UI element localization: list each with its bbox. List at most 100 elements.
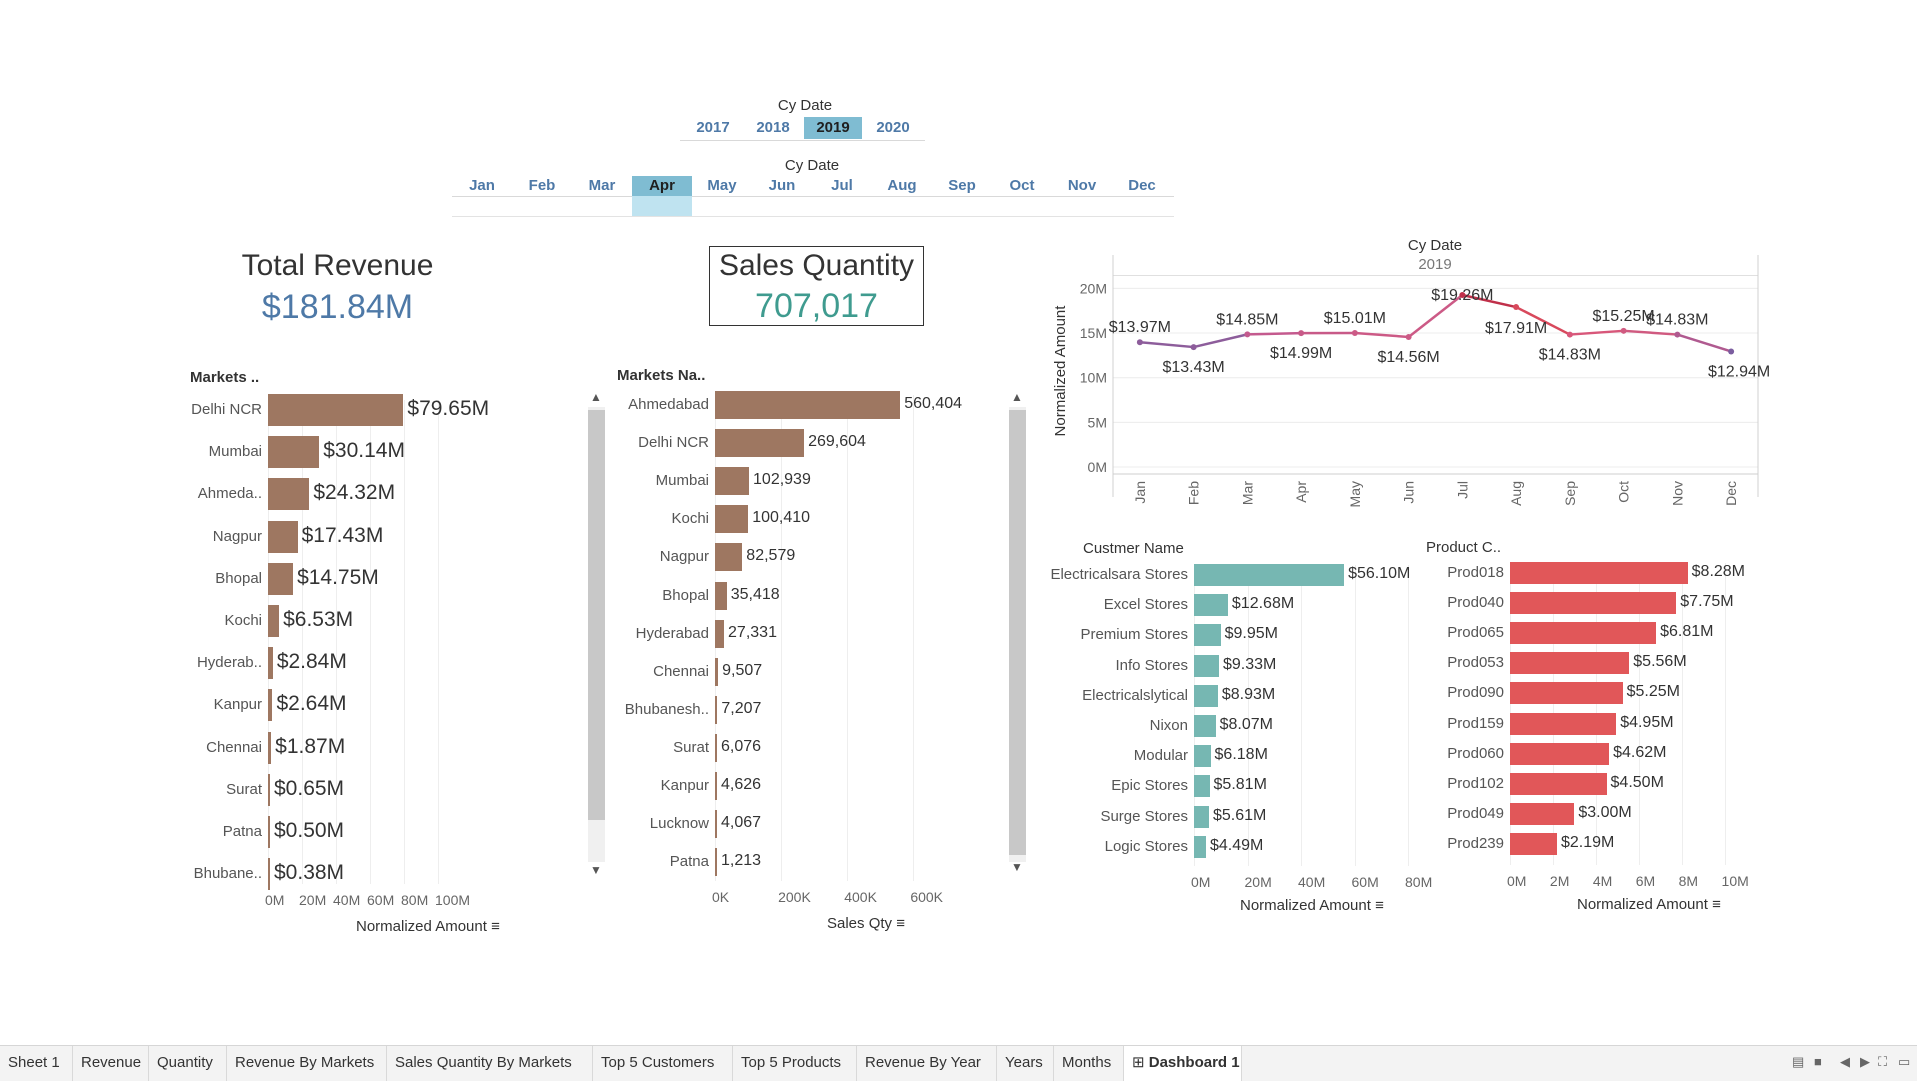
year-filter-item-2017[interactable]: 2017 xyxy=(684,117,742,139)
sort-icon[interactable]: ≡ xyxy=(1371,897,1384,914)
product-bar[interactable] xyxy=(1510,592,1676,614)
revenue-label: Chennai xyxy=(206,739,262,756)
sort-icon[interactable]: ≡ xyxy=(1708,896,1721,913)
sort-icon[interactable]: ≡ xyxy=(892,915,905,932)
sheet-tab-sales-quantity-by-markets[interactable]: Sales Quantity By Markets xyxy=(387,1046,593,1081)
quantity-bar[interactable] xyxy=(715,391,900,419)
month-filter-item-oct[interactable]: Oct xyxy=(992,176,1052,196)
quantity-bar[interactable] xyxy=(715,543,742,571)
quantity-bar[interactable] xyxy=(715,429,804,457)
product-bar[interactable] xyxy=(1510,682,1623,704)
month-filter-item-aug[interactable]: Aug xyxy=(872,176,932,196)
customer-bar[interactable] xyxy=(1194,624,1221,646)
product-bar[interactable] xyxy=(1510,652,1629,674)
revenue-bar[interactable] xyxy=(268,436,319,468)
customer-bar[interactable] xyxy=(1194,715,1216,737)
product-bar[interactable] xyxy=(1510,743,1609,765)
quantity-label: Surat xyxy=(673,739,709,756)
quantity-bar[interactable] xyxy=(715,696,717,724)
grid-view-icon[interactable]: ■ xyxy=(1814,1054,1822,1069)
revenue-bar[interactable] xyxy=(268,647,273,679)
month-filter-item-feb[interactable]: Feb xyxy=(512,176,572,196)
next-sheet-icon[interactable]: ▶ xyxy=(1860,1054,1870,1070)
dashboard-grid-icon: ⊞ xyxy=(1132,1054,1149,1071)
fullscreen-icon[interactable]: ⛶ xyxy=(1878,1054,1887,1070)
quantity-bar[interactable] xyxy=(715,505,748,533)
product-bar[interactable] xyxy=(1510,562,1688,584)
quantity-scroll-thumb[interactable] xyxy=(1009,410,1026,855)
quantity-scrollbar[interactable] xyxy=(1009,407,1026,862)
year-filter-title: Cy Date xyxy=(760,97,850,114)
month-filter-item-sep[interactable]: Sep xyxy=(932,176,992,196)
revenue-bar[interactable] xyxy=(268,774,270,806)
customer-bar[interactable] xyxy=(1194,685,1218,707)
month-filter-item-may[interactable]: May xyxy=(692,176,752,196)
month-filter-item-jun[interactable]: Jun xyxy=(752,176,812,196)
sheet-tab-sheet-1[interactable]: Sheet 1 xyxy=(0,1046,73,1081)
sheet-tab-top-5-products[interactable]: Top 5 Products xyxy=(733,1046,857,1081)
month-filter-item-apr[interactable]: Apr xyxy=(632,176,692,196)
quantity-bar[interactable] xyxy=(715,467,749,495)
quantity-bar[interactable] xyxy=(715,734,717,762)
revenue-value-label: $79.65M xyxy=(407,397,489,421)
revenue-bar[interactable] xyxy=(268,394,403,426)
product-bar[interactable] xyxy=(1510,773,1607,795)
month-filter-item-jan[interactable]: Jan xyxy=(452,176,512,196)
revenue-bar[interactable] xyxy=(268,816,270,848)
year-filter-item-2020[interactable]: 2020 xyxy=(864,117,922,139)
customer-bar[interactable] xyxy=(1194,655,1219,677)
prev-sheet-icon[interactable]: ◀ xyxy=(1840,1054,1850,1070)
line-xtick: Aug xyxy=(1508,481,1524,506)
revenue-scrollbar[interactable] xyxy=(588,407,605,862)
quantity-bar[interactable] xyxy=(715,848,717,876)
quantity-bar[interactable] xyxy=(715,620,724,648)
revenue-bar[interactable] xyxy=(268,478,309,510)
sheet-tab-years[interactable]: Years xyxy=(997,1046,1054,1081)
revenue-label: Kochi xyxy=(224,612,262,629)
revenue-bar[interactable] xyxy=(268,732,271,764)
sheet-tab-revenue-by-year[interactable]: Revenue By Year xyxy=(857,1046,997,1081)
customer-bar[interactable] xyxy=(1194,806,1209,828)
month-filter-item-nov[interactable]: Nov xyxy=(1052,176,1112,196)
quantity-value-label: 102,939 xyxy=(753,471,811,489)
product-value-label: $4.62M xyxy=(1613,744,1666,762)
product-bar[interactable] xyxy=(1510,803,1574,825)
sheet-tab-months[interactable]: Months xyxy=(1054,1046,1124,1081)
sheet-tab-quantity[interactable]: Quantity xyxy=(149,1046,227,1081)
customer-bar[interactable] xyxy=(1194,836,1206,858)
customer-bar[interactable] xyxy=(1194,564,1344,586)
revenue-bar[interactable] xyxy=(268,858,270,890)
present-icon[interactable]: ▭ xyxy=(1898,1054,1910,1070)
product-bar[interactable] xyxy=(1510,713,1616,735)
month-filter-item-jul[interactable]: Jul xyxy=(812,176,872,196)
revenue-scroll-up-icon[interactable]: ▲ xyxy=(587,390,605,404)
revenue-bar[interactable] xyxy=(268,521,298,553)
sheet-tab-revenue[interactable]: Revenue xyxy=(73,1046,149,1081)
sheet-tab-top-5-customers[interactable]: Top 5 Customers xyxy=(593,1046,733,1081)
quantity-scroll-up-icon[interactable]: ▲ xyxy=(1008,390,1026,404)
sort-icon[interactable]: ≡ xyxy=(487,918,500,935)
revenue-scroll-thumb[interactable] xyxy=(588,410,605,820)
month-filter-item-mar[interactable]: Mar xyxy=(572,176,632,196)
revenue-bar[interactable] xyxy=(268,689,272,721)
customer-bar[interactable] xyxy=(1194,594,1228,616)
revenue-bar[interactable] xyxy=(268,563,293,595)
sheet-tab-revenue-by-markets[interactable]: Revenue By Markets xyxy=(227,1046,387,1081)
quantity-bar[interactable] xyxy=(715,582,727,610)
quantity-bar[interactable] xyxy=(715,772,717,800)
quantity-scroll-down-icon[interactable]: ▼ xyxy=(1008,860,1026,874)
sheet-tab-dashboard-1[interactable]: ⊞ Dashboard 1 xyxy=(1124,1046,1242,1081)
year-filter-item-2019[interactable]: 2019 xyxy=(804,117,862,139)
customer-bar[interactable] xyxy=(1194,745,1211,767)
list-view-icon[interactable]: ▤ xyxy=(1792,1054,1804,1070)
revenue-bar[interactable] xyxy=(268,605,279,637)
quantity-bar[interactable] xyxy=(715,810,717,838)
product-bar[interactable] xyxy=(1510,622,1656,644)
year-filter-item-2018[interactable]: 2018 xyxy=(744,117,802,139)
product-bar[interactable] xyxy=(1510,833,1557,855)
month-filter-item-dec[interactable]: Dec xyxy=(1112,176,1172,196)
quantity-bar[interactable] xyxy=(715,658,718,686)
customer-bar[interactable] xyxy=(1194,775,1210,797)
revenue-scroll-down-icon[interactable]: ▼ xyxy=(587,863,605,877)
line-y-axis-title: Normalized Amount xyxy=(1052,305,1069,437)
